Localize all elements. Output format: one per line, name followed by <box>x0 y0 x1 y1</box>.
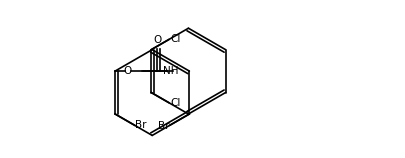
Text: Cl: Cl <box>170 34 180 45</box>
Text: O: O <box>153 35 162 45</box>
Text: NH: NH <box>162 66 178 76</box>
Text: Cl: Cl <box>170 98 180 108</box>
Text: Br: Br <box>134 120 146 130</box>
Text: Br: Br <box>158 121 169 131</box>
Text: O: O <box>123 66 131 76</box>
